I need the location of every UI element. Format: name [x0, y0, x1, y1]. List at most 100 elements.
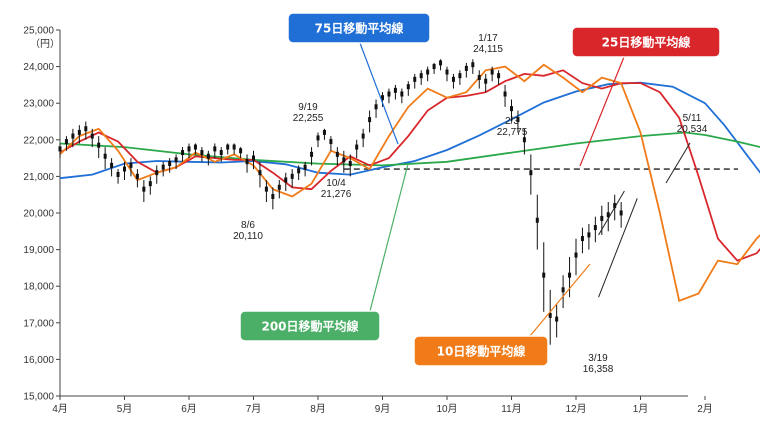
annotation-value: 21,276: [321, 189, 352, 200]
x-tick-label: 11月: [501, 403, 521, 415]
candle-body: [193, 144, 197, 150]
annotation-date: 9/19: [298, 102, 318, 113]
x-tick-label: 7月: [246, 403, 262, 415]
candle-body: [445, 69, 449, 75]
annotation-value: 22,775: [497, 127, 528, 138]
series-line-0: [59, 81, 760, 180]
candle-body: [200, 150, 204, 156]
candle-body: [187, 146, 191, 152]
candle-body: [135, 173, 139, 179]
y-unit-label: （円）: [30, 38, 60, 50]
y-tick-label: 17,000: [23, 318, 54, 329]
candle-body: [316, 135, 320, 141]
candle-body: [161, 164, 165, 170]
annotation-value: 22,255: [293, 113, 324, 124]
y-tick-label: 22,000: [23, 135, 54, 146]
callout-label-3: 10日移動平均線: [437, 344, 526, 359]
candle-body: [252, 155, 255, 161]
y-tick-label: 24,000: [23, 62, 54, 73]
callout-leader-0: [359, 42, 399, 145]
callout-label-2: 200日移動平均線: [261, 319, 358, 334]
candle-body: [206, 153, 210, 159]
candle-body: [439, 60, 443, 66]
candle-body: [497, 73, 501, 79]
candle-body: [606, 212, 610, 218]
x-tick-label: 5月: [117, 403, 133, 415]
annotation-date: 1/17: [478, 33, 498, 44]
annotation-date: 5/11: [683, 113, 702, 124]
legend-callouts: 75日移動平均線 25日移動平均線 200日移動平均線 10日移動平均線: [239, 12, 721, 367]
candle-body: [264, 186, 268, 192]
candle-body: [329, 139, 333, 145]
x-tick-label: 12月: [565, 403, 586, 415]
candle-body: [58, 146, 62, 152]
candle-body: [432, 64, 436, 70]
annotation-date: 2/3: [505, 116, 519, 127]
y-tick-label: 25,000: [23, 26, 54, 37]
candle-body: [226, 144, 230, 150]
x-tick-label: 9月: [375, 403, 391, 415]
annotation-leader-5-11: [665, 142, 691, 184]
x-tick-label: 8月: [310, 403, 326, 415]
candle-body: [503, 91, 507, 97]
candle-body: [219, 150, 223, 156]
candle-body: [361, 133, 365, 139]
candle-body: [413, 76, 417, 82]
candle-body: [374, 104, 378, 110]
candle-body: [239, 148, 243, 154]
candle-body: [387, 91, 391, 97]
trend-line-upper: [598, 190, 625, 236]
candle-body: [574, 252, 578, 258]
candle-body: [490, 69, 494, 75]
candle-body: [593, 225, 597, 231]
candle-body: [381, 95, 384, 101]
x-tick-label: 1月: [633, 403, 649, 415]
candle-body: [284, 177, 288, 183]
candle-body: [297, 168, 301, 174]
candle-body: [613, 203, 617, 209]
candle-body: [232, 144, 236, 150]
annotation-value: 20,110: [233, 231, 263, 242]
y-tick-label: 19,000: [23, 245, 54, 256]
series-line-2: [59, 69, 760, 262]
candle-body: [123, 166, 126, 172]
candle-body: [451, 76, 455, 82]
candle-body: [322, 129, 326, 135]
candle-body: [477, 75, 481, 81]
candle-body: [90, 133, 94, 139]
callout-box-2: [239, 310, 381, 342]
candle-body: [548, 312, 552, 318]
annotation-date: 8/6: [241, 220, 255, 231]
x-tick-label: 6月: [181, 403, 197, 415]
candle-body: [116, 172, 120, 178]
candle-body: [181, 150, 185, 156]
candle-body: [213, 146, 217, 152]
candle-body: [303, 164, 307, 170]
annotation-date: 3/19: [588, 353, 608, 364]
candle-body: [174, 157, 178, 163]
series-line-3: [59, 63, 760, 303]
candle-body: [335, 151, 339, 157]
candle-body: [419, 73, 423, 79]
y-tick-label: 20,000: [23, 209, 54, 220]
candle-body: [348, 161, 352, 167]
candle-body: [97, 142, 101, 148]
candle-body: [568, 272, 572, 278]
candle-body: [84, 126, 88, 132]
candle-body: [555, 316, 559, 322]
candle-body: [464, 65, 468, 71]
callout-leader-1: [579, 56, 625, 167]
candle-body: [542, 272, 546, 278]
candle-body: [516, 117, 520, 123]
chart-axes: 15,000 16,000 17,000 18,000 19,000 20,000 21,0…: [23, 26, 712, 416]
callout-label-1: 25日移動平均線: [602, 35, 691, 50]
candle-body: [426, 69, 430, 75]
callout-box-0: [287, 12, 431, 44]
annotation-value: 16,358: [583, 364, 614, 375]
candle-body: [142, 186, 146, 192]
annotation-value: 24,115: [473, 44, 503, 55]
annotation-value: 20,534: [677, 124, 708, 135]
callout-leader-2: [369, 163, 409, 312]
candle-body: [619, 210, 623, 216]
